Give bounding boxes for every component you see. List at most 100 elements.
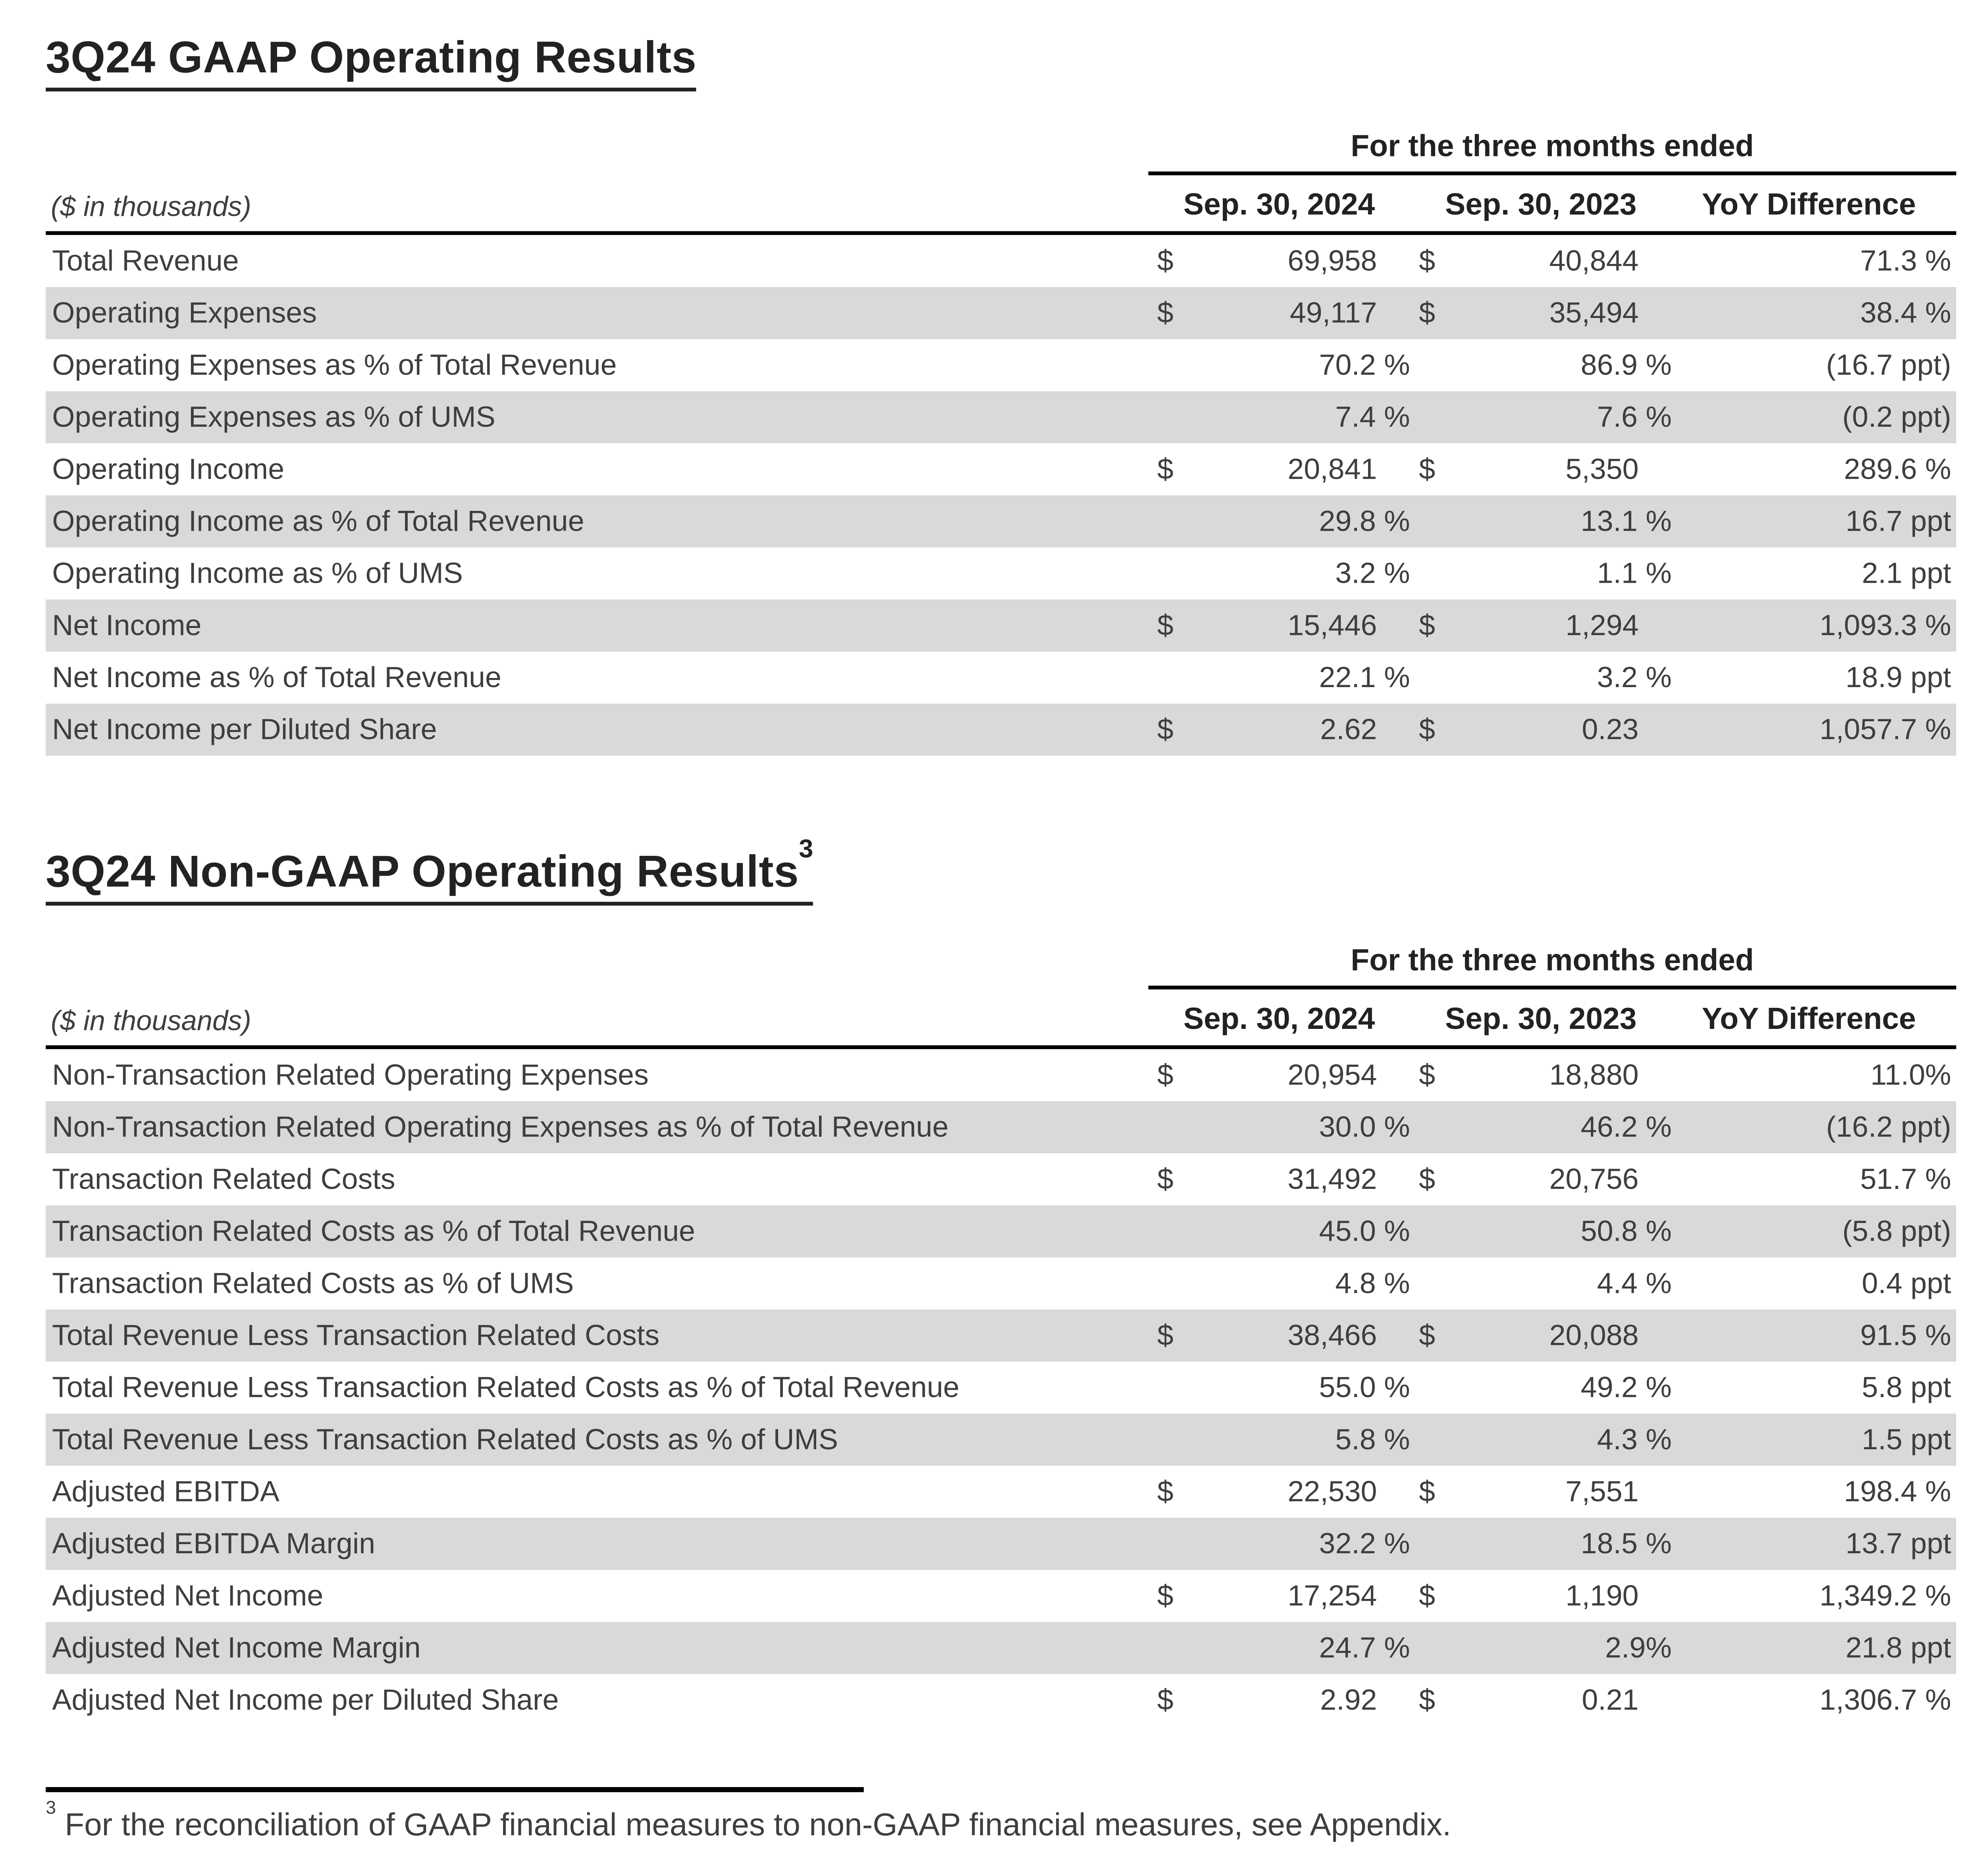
yoy-difference-value: 71.3 % [1860, 244, 1951, 277]
yoy-difference-value: (5.8 ppt) [1842, 1214, 1951, 1248]
footnote: 3 For the reconciliation of GAAP financi… [46, 1799, 1956, 1844]
row-label: Net Income [52, 608, 202, 641]
value-2024: 20,841 [1287, 452, 1377, 485]
period-span-header: For the three months ended [1148, 944, 1956, 990]
row-label: Total Revenue Less Transaction Related C… [52, 1370, 960, 1404]
yoy-difference-value: 289.6 % [1844, 452, 1951, 485]
table-row: Total Revenue $ 69,958 $ 40,844 71.3 % [46, 235, 1956, 287]
yoy-difference-value: 1,093.3 % [1819, 608, 1951, 641]
dollar-sign-2023: $ [1419, 244, 1436, 277]
table-row: Total Revenue Less Transaction Related C… [46, 1362, 1956, 1414]
row-label: Adjusted Net Income per Diluted Share [52, 1683, 559, 1716]
non-gaap-title-text: 3Q24 Non-GAAP Operating Results [46, 847, 799, 897]
dollar-sign-2024: $ [1157, 713, 1174, 746]
value-2024: 49,117 [1289, 296, 1377, 329]
non-gaap-span-header-row: For the three months ended [46, 944, 1956, 990]
column-header-sep-2024: Sep. 30, 2024 [1183, 1002, 1375, 1036]
table-row: Operating Income as % of Total Revenue 2… [46, 495, 1956, 548]
value-2023: 18.5 % [1580, 1527, 1672, 1560]
yoy-difference-value: (16.7 ppt) [1826, 348, 1951, 381]
table-row: Transaction Related Costs $ 31,492 $ 20,… [46, 1153, 1956, 1205]
table-row: Operating Income as % of UMS 3.2 % 1.1 %… [46, 547, 1956, 599]
table-row: Net Income as % of Total Revenue 22.1 % … [46, 651, 1956, 703]
row-label: Total Revenue Less Transaction Related C… [52, 1318, 660, 1352]
row-label: Operating Income as % of UMS [52, 556, 463, 589]
row-label: Transaction Related Costs as % of UMS [52, 1266, 574, 1300]
yoy-difference-value: (0.2 ppt) [1842, 400, 1951, 433]
value-2023: 18,880 [1549, 1058, 1639, 1091]
value-2024: 17,254 [1287, 1579, 1377, 1612]
yoy-difference-value: 1,057.7 % [1819, 713, 1951, 746]
table-row: Transaction Related Costs as % of UMS 4.… [46, 1258, 1956, 1310]
table-row: Operating Expenses as % of UMS 7.4 % 7.6… [46, 391, 1956, 443]
value-2024: 30.0 % [1319, 1110, 1410, 1143]
value-2024: 7.4 % [1335, 400, 1410, 433]
footnote-text: For the reconciliation of GAAP financial… [65, 1807, 1451, 1843]
value-2024: 2.62 [1320, 713, 1377, 746]
gaap-title-text: 3Q24 GAAP Operating Results [46, 33, 697, 83]
dollar-sign-2023: $ [1419, 452, 1436, 485]
dollar-sign-2024: $ [1157, 452, 1174, 485]
value-2023: 20,088 [1549, 1318, 1639, 1352]
row-label: Operating Expenses as % of UMS [52, 400, 495, 433]
row-label: Adjusted Net Income [52, 1579, 324, 1612]
row-label: Transaction Related Costs as % of Total … [52, 1214, 696, 1248]
value-2024: 70.2 % [1319, 348, 1410, 381]
non-gaap-section-title: 3Q24 Non-GAAP Operating Results3 [46, 836, 1956, 906]
value-2024: 15,446 [1287, 608, 1377, 641]
value-2023: 7,551 [1565, 1474, 1639, 1508]
value-2024: 2.92 [1320, 1683, 1377, 1716]
gaap-results-table: For the three months ended ($ in thousan… [46, 129, 1956, 756]
non-gaap-column-header-row: ($ in thousands) Sep. 30, 2024 Sep. 30, … [46, 990, 1956, 1049]
table-row: Total Revenue Less Transaction Related C… [46, 1309, 1956, 1362]
row-label: Net Income as % of Total Revenue [52, 660, 501, 694]
value-2023: 40,844 [1549, 244, 1639, 277]
row-label: Adjusted Net Income Margin [52, 1631, 421, 1664]
value-2023: 7.6 % [1597, 400, 1672, 433]
gaap-section-title: 3Q24 GAAP Operating Results [46, 33, 1956, 92]
dollar-sign-2023: $ [1419, 1162, 1436, 1195]
dollar-sign-2024: $ [1157, 1683, 1174, 1716]
value-2023: 3.2 % [1597, 660, 1672, 694]
value-2023: 13.1 % [1580, 504, 1672, 537]
value-2023: 46.2 % [1580, 1110, 1672, 1143]
value-2024: 45.0 % [1319, 1214, 1410, 1248]
row-label: Total Revenue Less Transaction Related C… [52, 1422, 838, 1456]
value-2024: 38,466 [1287, 1318, 1377, 1352]
value-2024: 22.1 % [1319, 660, 1410, 694]
table-row: Adjusted EBITDA Margin 32.2 % 18.5 % 13.… [46, 1518, 1956, 1570]
units-note: ($ in thousands) [50, 1004, 251, 1036]
value-2023: 4.3 % [1597, 1422, 1672, 1456]
dollar-sign-2024: $ [1157, 1474, 1174, 1508]
dollar-sign-2024: $ [1157, 1318, 1174, 1352]
table-row: Adjusted Net Income $ 17,254 $ 1,190 1,3… [46, 1570, 1956, 1622]
value-2023: 86.9 % [1580, 348, 1672, 381]
non-gaap-title-superscript: 3 [799, 836, 814, 864]
yoy-difference-value: 198.4 % [1844, 1474, 1951, 1508]
footnote-superscript: 3 [46, 1799, 56, 1820]
value-2023: 35,494 [1549, 296, 1639, 329]
units-note: ($ in thousands) [50, 190, 251, 222]
dollar-sign-2023: $ [1419, 1058, 1436, 1091]
value-2024: 24.7 % [1319, 1631, 1410, 1664]
value-2024: 20,954 [1287, 1058, 1377, 1091]
non-gaap-results-table: For the three months ended ($ in thousan… [46, 944, 1956, 1726]
value-2023: 0.21 [1582, 1683, 1639, 1716]
yoy-difference-value: (16.2 ppt) [1826, 1110, 1951, 1143]
dollar-sign-2023: $ [1419, 296, 1436, 329]
row-label: Operating Income as % of Total Revenue [52, 504, 584, 537]
value-2023: 2.9% [1605, 1631, 1672, 1664]
row-label: Operating Expenses as % of Total Revenue [52, 348, 617, 381]
value-2024: 31,492 [1287, 1162, 1377, 1195]
dollar-sign-2023: $ [1419, 1683, 1436, 1716]
value-2023: 1,190 [1565, 1579, 1639, 1612]
row-label: Adjusted EBITDA Margin [52, 1527, 376, 1560]
column-header-yoy-difference: YoY Difference [1702, 188, 1916, 222]
value-2023: 5,350 [1565, 452, 1639, 485]
table-row: Non-Transaction Related Operating Expens… [46, 1049, 1956, 1101]
value-2023: 50.8 % [1580, 1214, 1672, 1248]
row-label: Operating Expenses [52, 296, 317, 329]
gaap-table-body: Total Revenue $ 69,958 $ 40,844 71.3 % O… [46, 235, 1956, 756]
value-2023: 1,294 [1565, 608, 1639, 641]
dollar-sign-2024: $ [1157, 244, 1174, 277]
